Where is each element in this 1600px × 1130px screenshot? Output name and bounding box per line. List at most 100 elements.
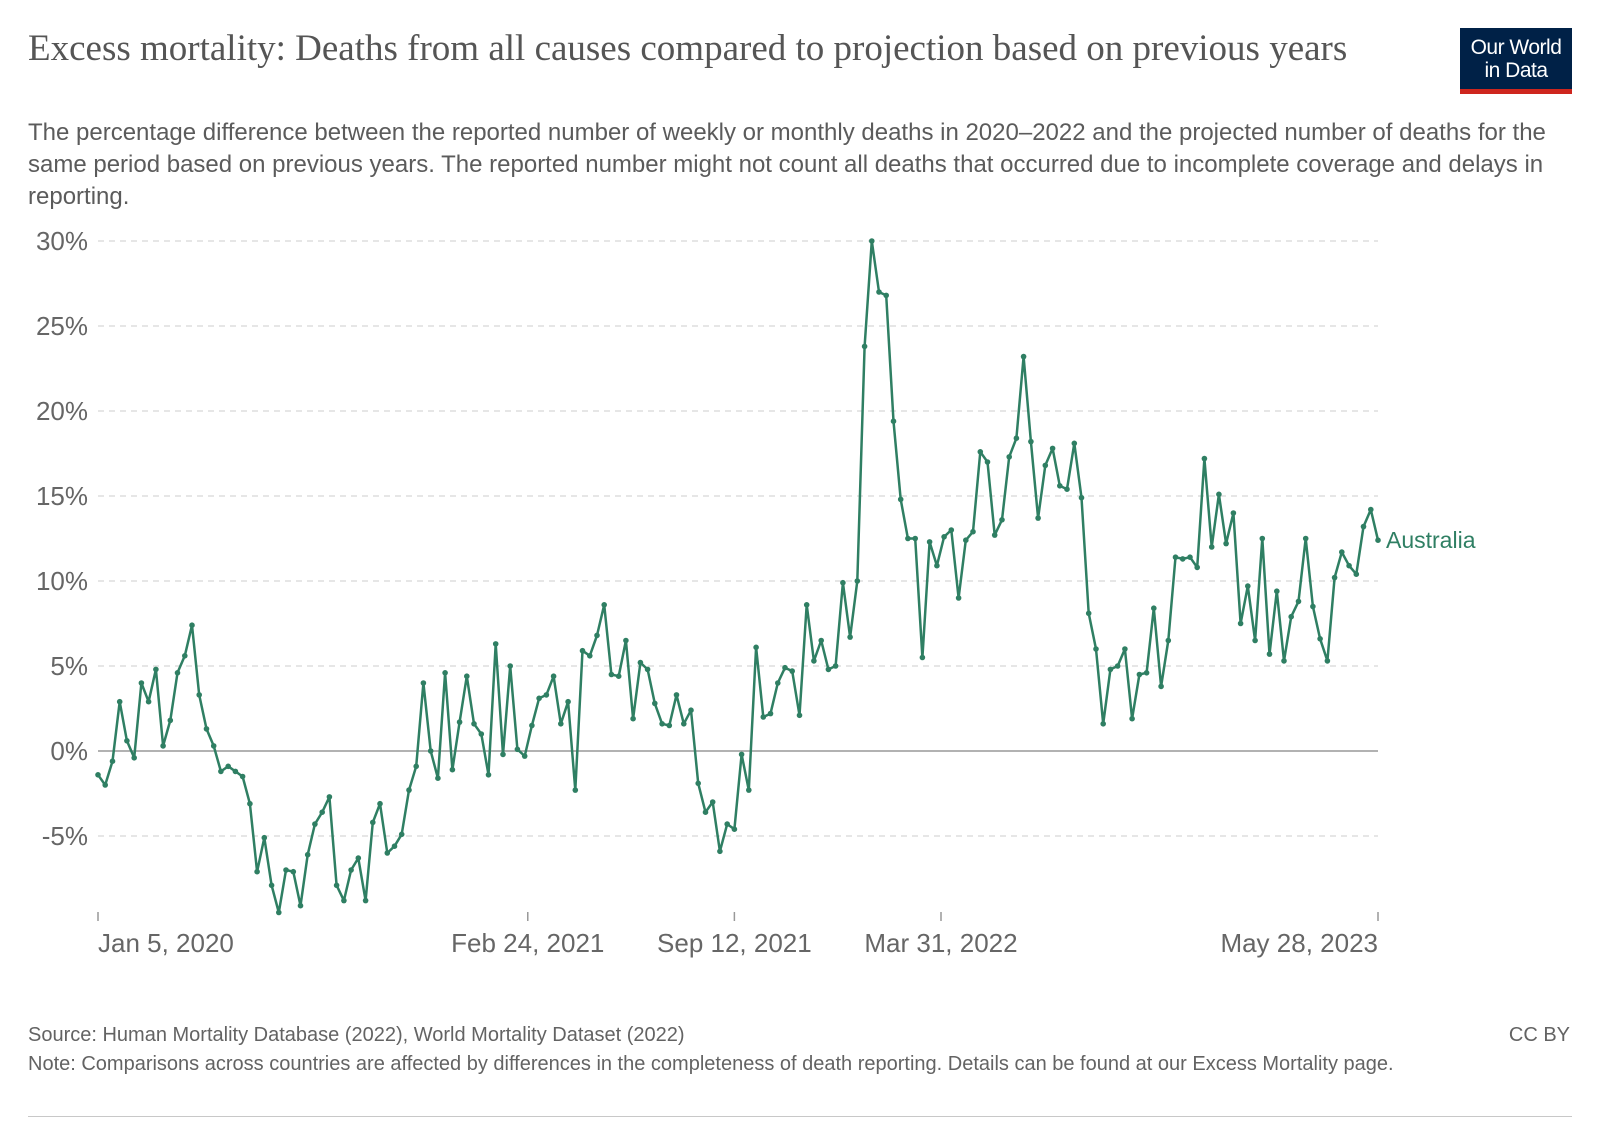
x-tick-label: Jan 5, 2020	[98, 928, 234, 958]
data-point	[681, 721, 687, 727]
data-point	[1057, 483, 1063, 489]
data-point	[1259, 535, 1266, 542]
data-point	[984, 459, 991, 465]
data-point	[558, 721, 564, 727]
owid-logo[interactable]: Our World in Data	[1460, 28, 1572, 94]
x-tick-label: Sep 12, 2021	[657, 928, 812, 958]
data-point	[1368, 506, 1374, 513]
data-point	[1223, 540, 1229, 547]
data-point	[102, 782, 108, 788]
x-tick-label: Feb 24, 2021	[451, 928, 604, 958]
data-point	[1360, 523, 1367, 530]
data-point	[970, 528, 976, 535]
data-point	[565, 698, 571, 705]
data-point	[1346, 562, 1352, 569]
data-point	[897, 496, 904, 503]
data-point	[630, 715, 636, 722]
data-point	[1274, 588, 1280, 594]
data-point	[709, 799, 716, 805]
owid-logo-text: Our World in Data	[1470, 35, 1562, 82]
chart-title: Excess mortality: Deaths from all causes…	[28, 28, 1348, 69]
source-text: Source: Human Mortality Database (2022),…	[28, 1024, 685, 1046]
data-point	[912, 535, 918, 542]
data-point	[449, 766, 456, 773]
line-chart: -5% 0% 5% 10% 15% 20% 25% 30% Jan 5, 2020 Feb 24,…	[36, 226, 1476, 958]
data-point	[521, 753, 528, 759]
data-point	[1020, 353, 1027, 360]
data-point	[333, 882, 340, 889]
data-point	[471, 721, 477, 727]
data-point	[1151, 605, 1157, 611]
data-point	[832, 663, 839, 669]
data-point	[1136, 671, 1143, 678]
data-point	[587, 653, 593, 659]
note-text: Note: Comparisons across countries are a…	[28, 1053, 1394, 1075]
data-point	[435, 775, 441, 781]
data-point	[116, 698, 123, 705]
data-point	[1172, 554, 1179, 560]
data-point	[724, 821, 730, 827]
data-point	[803, 602, 810, 608]
data-point	[1237, 620, 1244, 627]
data-point	[420, 680, 427, 686]
data-point	[492, 641, 499, 647]
data-point	[717, 848, 723, 855]
data-point	[218, 768, 224, 775]
data-point	[999, 517, 1005, 523]
data-point	[1266, 651, 1273, 657]
data-point	[196, 692, 202, 698]
data-point	[1310, 603, 1316, 610]
chart-subtitle: The percentage difference between the re…	[28, 119, 1546, 210]
data-point	[963, 537, 969, 543]
data-point	[1042, 462, 1049, 469]
data-point	[297, 902, 304, 909]
data-point	[1281, 658, 1287, 664]
y-tick-label: 20%	[36, 396, 88, 426]
data-point	[239, 773, 246, 780]
data-point	[160, 743, 166, 749]
y-tick-label: 5%	[50, 651, 88, 681]
data-point	[775, 680, 781, 686]
data-point	[507, 663, 513, 669]
data-point	[276, 909, 282, 916]
y-tick-label: -5%	[42, 821, 88, 851]
data-point	[370, 819, 376, 826]
data-point	[948, 527, 955, 533]
data-point	[377, 800, 383, 807]
data-point	[637, 659, 644, 666]
data-point	[572, 787, 579, 793]
data-point	[348, 867, 354, 873]
data-point	[811, 658, 817, 664]
data-point	[456, 719, 463, 725]
bottom-divider	[28, 1116, 1572, 1117]
data-point	[153, 666, 159, 673]
data-point	[225, 763, 231, 770]
data-point	[109, 758, 116, 764]
data-point	[1071, 440, 1078, 447]
data-point	[1245, 583, 1251, 589]
data-point	[1013, 435, 1020, 442]
data-point	[391, 843, 398, 849]
data-point	[1078, 494, 1085, 501]
data-point	[550, 673, 557, 679]
data-point	[319, 809, 326, 815]
data-point	[500, 751, 506, 758]
data-point	[659, 721, 665, 727]
data-point	[1317, 636, 1323, 642]
data-point	[290, 868, 297, 875]
data-point	[189, 622, 195, 628]
y-tick-label: 25%	[36, 311, 88, 341]
data-point	[355, 855, 362, 861]
data-point	[261, 834, 268, 841]
data-point	[608, 671, 615, 678]
data-point	[782, 664, 788, 671]
data-point	[268, 882, 275, 889]
data-point	[1114, 663, 1121, 669]
data-point	[1375, 537, 1381, 543]
x-tick-label: Mar 31, 2022	[864, 928, 1017, 958]
data-point	[529, 722, 535, 729]
data-point	[847, 634, 853, 640]
data-point	[905, 535, 911, 542]
data-point	[1143, 670, 1150, 676]
license-link[interactable]: CC BY	[1508, 1024, 1570, 1046]
